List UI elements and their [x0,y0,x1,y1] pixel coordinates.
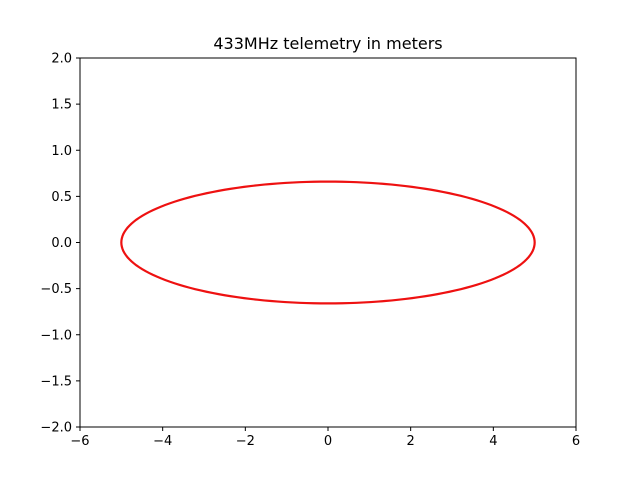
y-tick-label: −1.5 [40,374,72,389]
x-tick-label: −6 [70,434,89,449]
y-tick-label: 0.5 [51,190,72,205]
x-tick-label: −2 [236,434,255,449]
y-tick-label: −1.0 [40,328,72,343]
y-tick-label: −0.5 [40,282,72,297]
x-axis: −6 −4 −2 0 2 4 6 [70,427,580,449]
x-tick-label: −4 [153,434,172,449]
axes-frame [79,57,577,428]
y-tick-label: −2.0 [40,421,72,436]
y-tick-label: 0.0 [51,236,72,251]
y-tick-label: 1.5 [51,98,72,113]
y-axis: −2.0 −1.5 −1.0 −0.5 0.0 0.5 1.0 1.5 2.0 [40,52,80,436]
plot-area [120,180,536,305]
x-tick-label: 0 [324,434,332,449]
y-tick-label: 1.0 [51,144,72,159]
x-tick-label: 4 [489,434,497,449]
y-tick-label: 2.0 [51,52,72,67]
chart-title: 433MHz telemetry in meters [213,34,442,53]
x-tick-label: 6 [572,434,580,449]
x-tick-label: 2 [407,434,415,449]
ellipse-series-line [120,180,536,305]
